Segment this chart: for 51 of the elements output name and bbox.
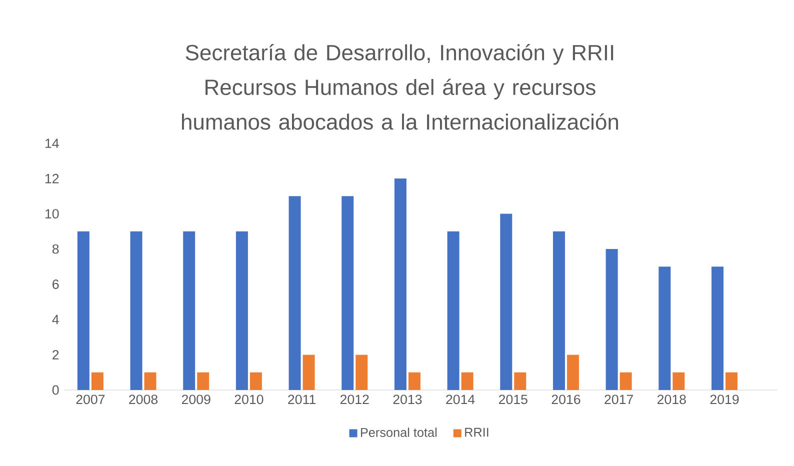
- bar: [408, 372, 420, 390]
- bar: [250, 372, 262, 390]
- legend-label: RRII: [465, 428, 488, 437]
- y-tick-label: 2: [52, 350, 59, 360]
- x-tick-label: 2009: [182, 394, 210, 404]
- bar: [447, 231, 460, 390]
- bar: [500, 214, 512, 390]
- bar: [725, 372, 738, 390]
- y-tick-label: 14: [45, 138, 59, 148]
- bar: [356, 354, 368, 390]
- y-tick-label: 8: [52, 244, 59, 254]
- x-tick-label: 2019: [710, 394, 739, 404]
- bar: [394, 178, 406, 390]
- chart-title: Secretaría de Desarrollo, Innovación y RRII: [186, 44, 614, 65]
- bar: [514, 372, 526, 390]
- bar: [183, 231, 196, 390]
- x-tick-label: 2014: [446, 394, 475, 404]
- y-tick-label: 12: [45, 174, 59, 184]
- bar: [236, 231, 248, 390]
- x-tick-label: 2012: [340, 394, 369, 404]
- y-tick-label: 6: [52, 280, 59, 289]
- bar: [77, 231, 90, 390]
- y-tick-label: 10: [45, 209, 59, 219]
- bar: [672, 372, 685, 390]
- x-tick-label: 2010: [234, 394, 264, 404]
- x-tick-label: 2011: [288, 394, 316, 404]
- y-tick-label: 4: [52, 314, 59, 324]
- bar: [288, 196, 301, 390]
- bar: [620, 372, 632, 390]
- bar: [606, 249, 618, 390]
- bar: [566, 354, 579, 390]
- bar: [461, 372, 474, 390]
- bar: [130, 231, 142, 390]
- x-tick-label: 2018: [657, 394, 686, 404]
- bar: [144, 372, 156, 390]
- bar: [711, 266, 724, 390]
- bar: [197, 372, 210, 390]
- bar: [302, 354, 315, 390]
- x-tick-label: 2016: [552, 394, 580, 404]
- x-tick-label: 2015: [498, 394, 528, 404]
- legend-label: Personal total: [360, 428, 437, 437]
- bar: [552, 231, 565, 390]
- bar: [342, 196, 354, 390]
- chart-subtitle: Recursos Humanos del área y recursos humanos abocados a la Internacionalización: [182, 78, 618, 130]
- bar: [91, 372, 104, 390]
- bar: [658, 266, 671, 390]
- y-tick-label: 0: [52, 385, 59, 395]
- x-tick-label: 2013: [393, 394, 422, 404]
- x-tick-label: 2007: [76, 394, 105, 404]
- x-tick-label: 2008: [129, 394, 158, 404]
- x-tick-label: 2017: [604, 394, 633, 404]
